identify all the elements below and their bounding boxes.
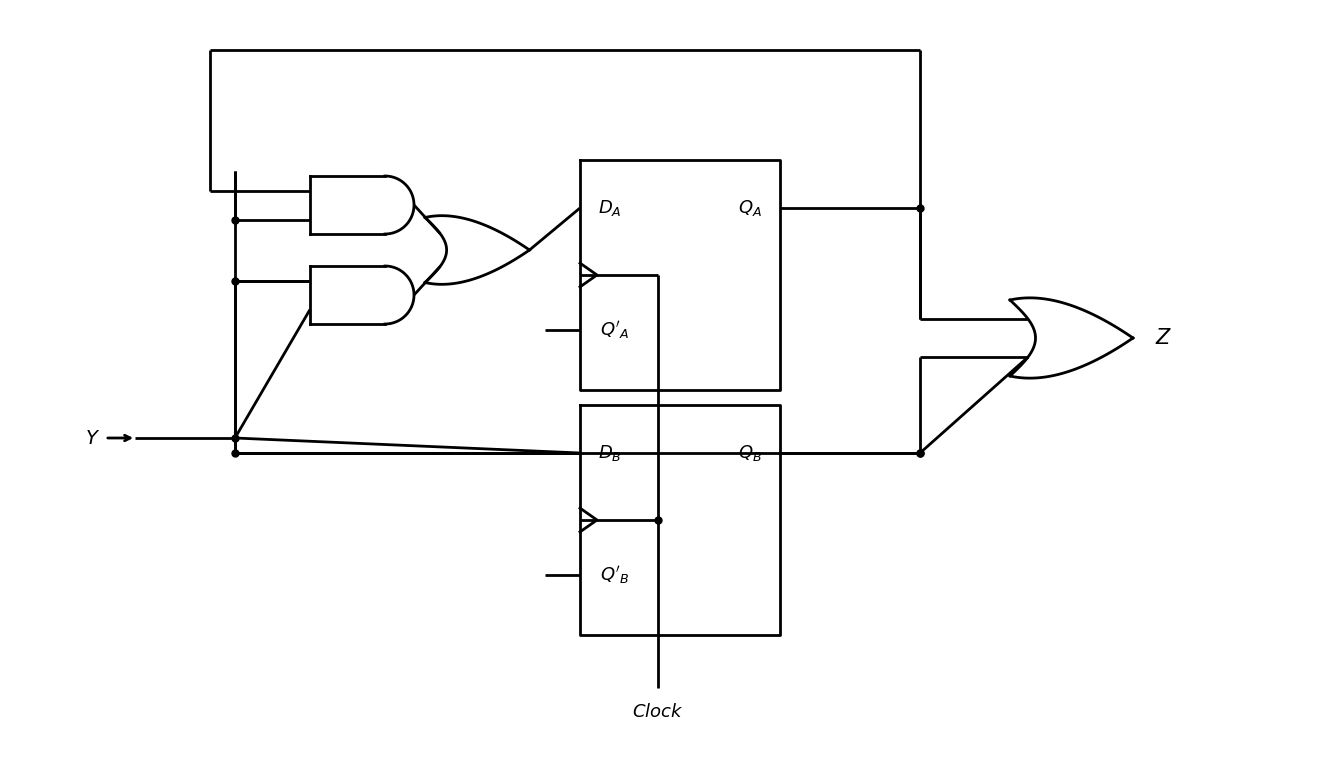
Text: $Z$: $Z$: [1156, 328, 1172, 348]
Text: $Y$: $Y$: [84, 429, 100, 448]
Text: $D_A$: $D_A$: [599, 198, 621, 218]
Text: $\it{Clock}$: $\it{Clock}$: [632, 703, 684, 721]
Text: $Q_B$: $Q_B$: [737, 443, 762, 463]
Text: $Q'_A$: $Q'_A$: [600, 319, 629, 341]
Text: $D_B$: $D_B$: [599, 443, 621, 463]
Text: $Q'_B$: $Q'_B$: [600, 564, 629, 586]
Text: $Q_A$: $Q_A$: [737, 198, 762, 218]
